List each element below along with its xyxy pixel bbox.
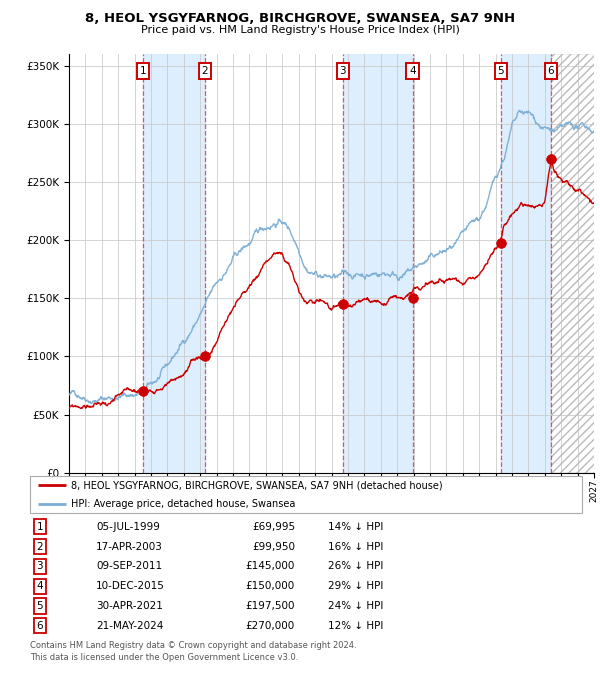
Text: 6: 6	[548, 66, 554, 76]
Text: £145,000: £145,000	[245, 562, 295, 571]
Bar	[343, 54, 413, 473]
Text: 14% ↓ HPI: 14% ↓ HPI	[328, 522, 383, 532]
Text: 3: 3	[37, 562, 43, 571]
Bar	[551, 54, 600, 473]
Text: 30-APR-2021: 30-APR-2021	[96, 601, 163, 611]
Text: 2: 2	[202, 66, 208, 76]
Text: 26% ↓ HPI: 26% ↓ HPI	[328, 562, 383, 571]
Text: Price paid vs. HM Land Registry's House Price Index (HPI): Price paid vs. HM Land Registry's House …	[140, 25, 460, 35]
Text: 1: 1	[140, 66, 146, 76]
Bar	[143, 54, 205, 473]
Text: 24% ↓ HPI: 24% ↓ HPI	[328, 601, 383, 611]
Text: 09-SEP-2011: 09-SEP-2011	[96, 562, 163, 571]
Text: 16% ↓ HPI: 16% ↓ HPI	[328, 541, 383, 551]
Text: 29% ↓ HPI: 29% ↓ HPI	[328, 581, 383, 591]
Text: 5: 5	[497, 66, 504, 76]
Text: 17-APR-2003: 17-APR-2003	[96, 541, 163, 551]
Text: £69,995: £69,995	[252, 522, 295, 532]
FancyBboxPatch shape	[30, 476, 582, 513]
Text: 12% ↓ HPI: 12% ↓ HPI	[328, 621, 383, 631]
Text: 3: 3	[340, 66, 346, 76]
Text: 4: 4	[409, 66, 416, 76]
Text: 2: 2	[37, 541, 43, 551]
Bar	[551, 54, 600, 473]
Text: 6: 6	[37, 621, 43, 631]
Text: This data is licensed under the Open Government Licence v3.0.: This data is licensed under the Open Gov…	[30, 653, 298, 662]
Bar	[501, 54, 551, 473]
Text: 8, HEOL YSGYFARNOG, BIRCHGROVE, SWANSEA, SA7 9NH (detached house): 8, HEOL YSGYFARNOG, BIRCHGROVE, SWANSEA,…	[71, 480, 443, 490]
Text: Contains HM Land Registry data © Crown copyright and database right 2024.: Contains HM Land Registry data © Crown c…	[30, 641, 356, 649]
Text: 10-DEC-2015: 10-DEC-2015	[96, 581, 165, 591]
Text: 05-JUL-1999: 05-JUL-1999	[96, 522, 160, 532]
Text: 5: 5	[37, 601, 43, 611]
Text: HPI: Average price, detached house, Swansea: HPI: Average price, detached house, Swan…	[71, 499, 296, 509]
Text: £197,500: £197,500	[245, 601, 295, 611]
Text: 4: 4	[37, 581, 43, 591]
Text: 21-MAY-2024: 21-MAY-2024	[96, 621, 164, 631]
Text: £99,950: £99,950	[252, 541, 295, 551]
Text: £150,000: £150,000	[246, 581, 295, 591]
Text: £270,000: £270,000	[246, 621, 295, 631]
Text: 8, HEOL YSGYFARNOG, BIRCHGROVE, SWANSEA, SA7 9NH: 8, HEOL YSGYFARNOG, BIRCHGROVE, SWANSEA,…	[85, 12, 515, 25]
Text: 1: 1	[37, 522, 43, 532]
